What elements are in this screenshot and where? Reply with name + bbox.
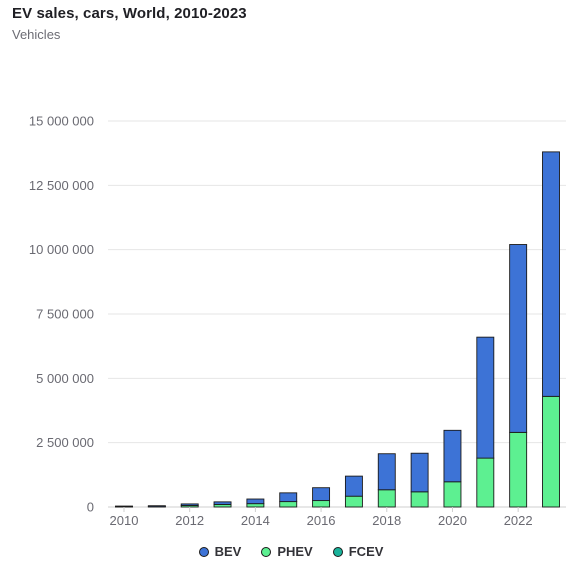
bar-phev-2017 — [344, 495, 363, 508]
legend-label: BEV — [214, 544, 242, 559]
legend-swatch-phev — [261, 546, 272, 557]
bars — [115, 151, 560, 508]
y-tick-label: 7 500 000 — [36, 307, 94, 322]
y-axis-ticks: 0 2 500 000 5 000 000 7 500 000 10 000 000 12… — [29, 114, 94, 515]
y-tick-label: 2 500 000 — [36, 435, 94, 450]
bar-bev-2011 — [147, 505, 166, 508]
bar-bev-2014 — [246, 498, 265, 505]
bar-phev-2016 — [312, 500, 331, 508]
chart-title: EV sales, cars, World, 2010-2023 — [12, 5, 247, 22]
chart-subtitle: Vehicles — [12, 27, 61, 42]
x-tick-label: 2010 — [110, 513, 139, 528]
ev-sales-chart: 0 2 500 000 5 000 000 7 500 000 10 000 000 12… — [29, 114, 566, 528]
bar-phev-2020 — [443, 481, 462, 508]
bar-phev-2015 — [279, 501, 298, 508]
chart-header: EV sales, cars, World, 2010-2023 Vehicle… — [12, 4, 247, 44]
x-tick-label: 2014 — [241, 513, 270, 528]
bar-bev-2012 — [180, 503, 199, 506]
bar-bev-2010 — [115, 505, 133, 508]
x-tick-label: 2018 — [372, 513, 401, 528]
bar-bev-2022 — [509, 244, 528, 433]
y-tick-label: 0 — [87, 500, 94, 515]
bar-bev-2017 — [344, 475, 363, 497]
bar-phev-2023 — [542, 395, 560, 508]
y-tick-label: 12 500 000 — [29, 178, 94, 193]
legend-item-fcev[interactable]: FCEV — [332, 544, 384, 559]
x-tick-label: 2022 — [504, 513, 533, 528]
legend-swatch-fcev — [332, 546, 343, 557]
bar-phev-2014 — [246, 503, 265, 508]
y-tick-label: 15 000 000 — [29, 114, 94, 129]
chart-legend: BEV PHEV FCEV — [0, 544, 582, 559]
bar-bev-2015 — [279, 492, 298, 503]
legend-item-phev[interactable]: PHEV — [261, 544, 313, 559]
bar-bev-2019 — [410, 452, 429, 493]
y-tick-label: 5 000 000 — [36, 371, 94, 386]
bar-bev-2018 — [377, 453, 396, 491]
bar-phev-2021 — [476, 457, 495, 508]
bar-bev-2016 — [312, 487, 331, 502]
x-tick-label: 2012 — [175, 513, 204, 528]
bar-bev-2013 — [213, 501, 232, 505]
bar-phev-2019 — [410, 491, 429, 508]
bar-bev-2023 — [542, 151, 560, 397]
bar-bev-2020 — [443, 429, 462, 483]
legend-label: PHEV — [277, 544, 313, 559]
legend-swatch-bev — [198, 546, 209, 557]
legend-item-bev[interactable]: BEV — [198, 544, 242, 559]
y-tick-label: 10 000 000 — [29, 242, 94, 257]
bar-phev-2018 — [377, 489, 396, 508]
bar-bev-2021 — [476, 336, 495, 459]
legend-label: FCEV — [348, 544, 384, 559]
bar-phev-2022 — [509, 431, 528, 508]
gridlines — [108, 120, 566, 508]
x-tick-label: 2020 — [438, 513, 467, 528]
x-tick-label: 2016 — [307, 513, 336, 528]
x-axis-ticks: 2010 2012 2014 2016 2018 2020 2022 — [110, 507, 533, 528]
